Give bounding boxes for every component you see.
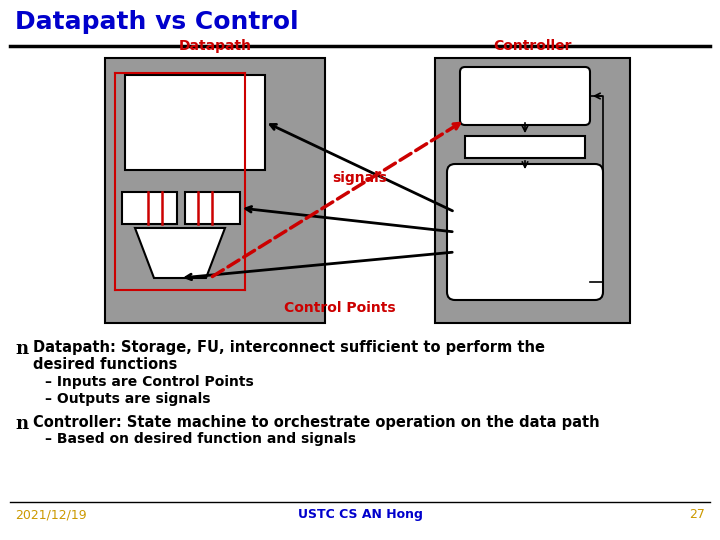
Text: n: n xyxy=(15,340,28,358)
Text: Datapath vs Control: Datapath vs Control xyxy=(15,10,299,34)
Text: desired functions: desired functions xyxy=(33,357,177,372)
Text: signals: signals xyxy=(333,171,387,185)
Text: – Based on desired function and signals: – Based on desired function and signals xyxy=(45,432,356,446)
Text: 27: 27 xyxy=(689,508,705,521)
Bar xyxy=(125,75,265,170)
FancyBboxPatch shape xyxy=(460,67,590,125)
Text: Datapath: Datapath xyxy=(179,39,251,53)
Bar xyxy=(122,192,177,224)
Text: n: n xyxy=(15,415,28,433)
Bar xyxy=(465,136,585,158)
Text: 2021/12/19: 2021/12/19 xyxy=(15,508,86,521)
Text: USTC CS AN Hong: USTC CS AN Hong xyxy=(297,508,423,521)
Text: Controller: State machine to orchestrate operation on the data path: Controller: State machine to orchestrate… xyxy=(33,415,600,430)
Bar xyxy=(435,58,630,323)
Text: Controller: Controller xyxy=(492,39,571,53)
Text: Datapath: Storage, FU, interconnect sufficient to perform the: Datapath: Storage, FU, interconnect suff… xyxy=(33,340,545,355)
Text: Control Points: Control Points xyxy=(284,301,396,315)
Text: – Inputs are Control Points: – Inputs are Control Points xyxy=(45,375,253,389)
Text: – Outputs are signals: – Outputs are signals xyxy=(45,392,210,406)
Bar xyxy=(185,192,240,224)
FancyBboxPatch shape xyxy=(447,164,603,300)
Polygon shape xyxy=(135,228,225,278)
Bar xyxy=(105,58,325,323)
